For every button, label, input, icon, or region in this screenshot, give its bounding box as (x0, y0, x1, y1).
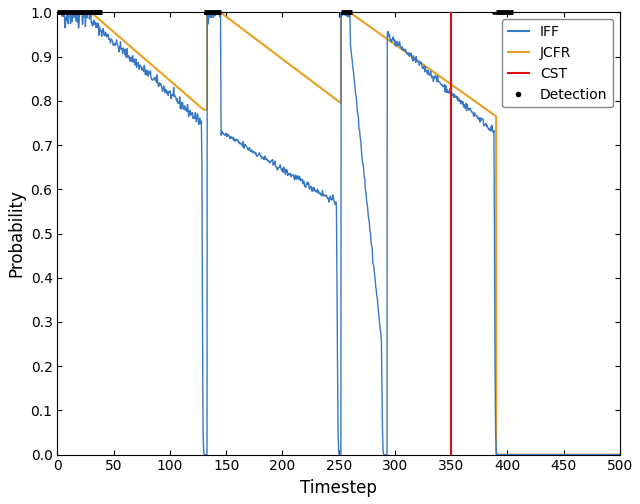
Y-axis label: Probability: Probability (7, 190, 25, 278)
Legend: IFF, JCFR, CST, Detection: IFF, JCFR, CST, Detection (502, 19, 613, 107)
X-axis label: Timestep: Timestep (300, 479, 377, 497)
